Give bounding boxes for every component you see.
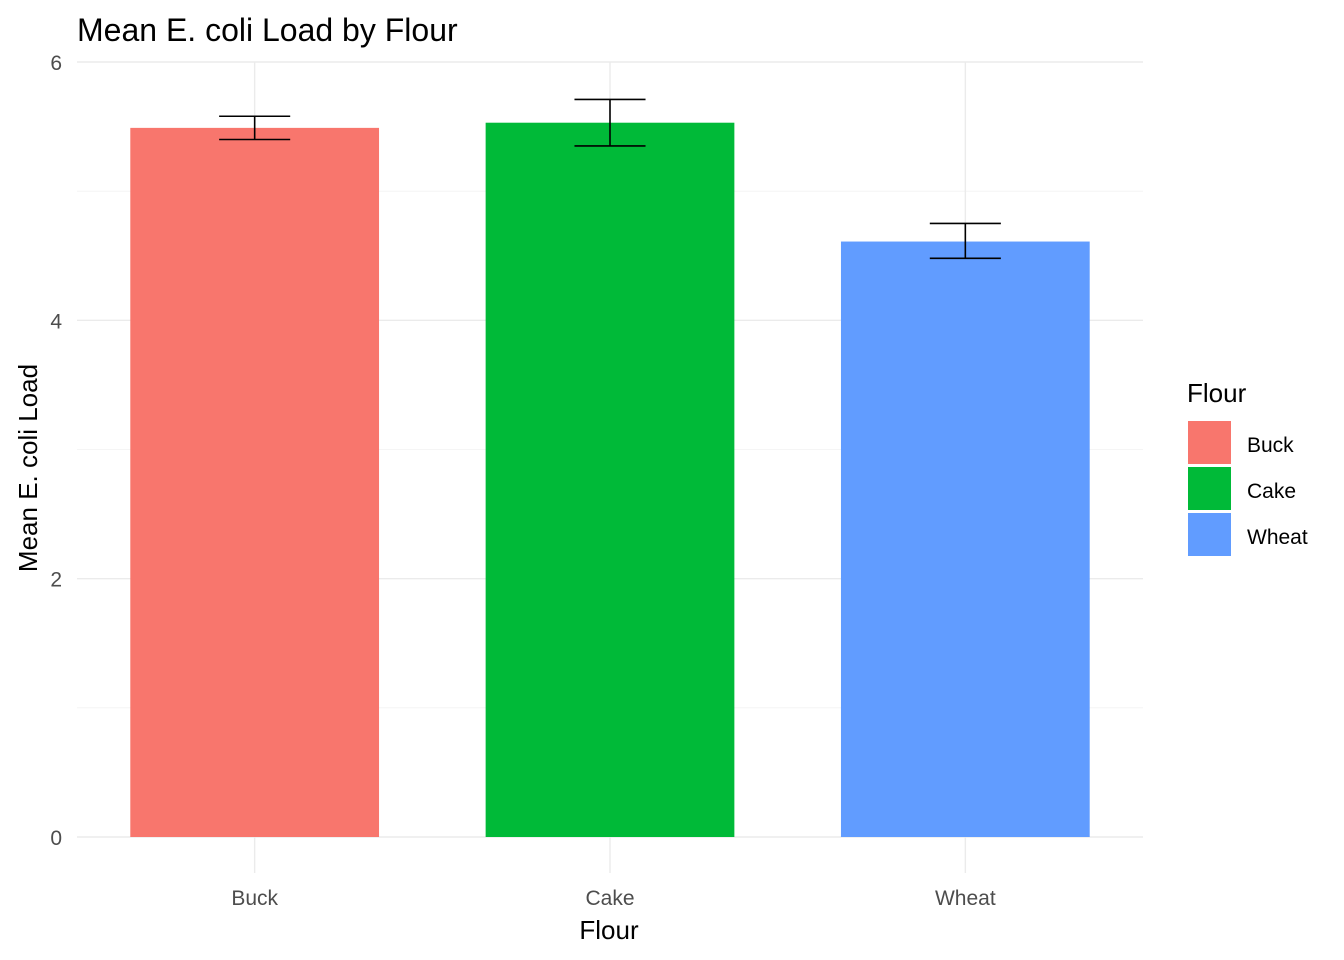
legend-title: Flour xyxy=(1187,378,1247,408)
bar-cake xyxy=(485,122,735,838)
bars xyxy=(130,122,1090,838)
legend-item-buck: Buck xyxy=(1188,421,1294,464)
y-tick-label: 2 xyxy=(50,569,62,592)
x-tick-label: Buck xyxy=(231,887,278,910)
legend-swatch xyxy=(1188,421,1231,464)
legend-label: Cake xyxy=(1247,480,1296,503)
bar-buck xyxy=(130,127,380,837)
error-bar-buck xyxy=(219,115,291,141)
x-axis-title: Flour xyxy=(579,915,639,945)
chart-title: Mean E. coli Load by Flour xyxy=(77,12,458,48)
y-tick-label: 4 xyxy=(50,310,62,333)
error-bar-wheat xyxy=(929,222,1001,260)
legend-label: Wheat xyxy=(1247,526,1308,549)
legend-swatch xyxy=(1188,467,1231,510)
x-axis-ticks: Buck Cake Wheat xyxy=(231,887,996,910)
y-tick-label: 0 xyxy=(50,827,62,850)
y-axis-ticks: 0 2 4 6 xyxy=(50,52,62,850)
legend-item-wheat: Wheat xyxy=(1188,513,1308,556)
bar-wheat xyxy=(840,241,1090,837)
legend: Flour Buck Cake Wheat xyxy=(1187,378,1308,556)
error-bars xyxy=(219,98,1001,260)
y-axis-title: Mean E. coli Load xyxy=(13,364,43,572)
x-tick-label: Wheat xyxy=(935,887,996,910)
legend-label: Buck xyxy=(1247,434,1294,457)
legend-item-cake: Cake xyxy=(1188,467,1296,510)
legend-swatch xyxy=(1188,513,1231,556)
error-bar-cake xyxy=(574,98,646,147)
x-tick-label: Cake xyxy=(585,887,634,910)
y-tick-label: 6 xyxy=(50,52,62,75)
